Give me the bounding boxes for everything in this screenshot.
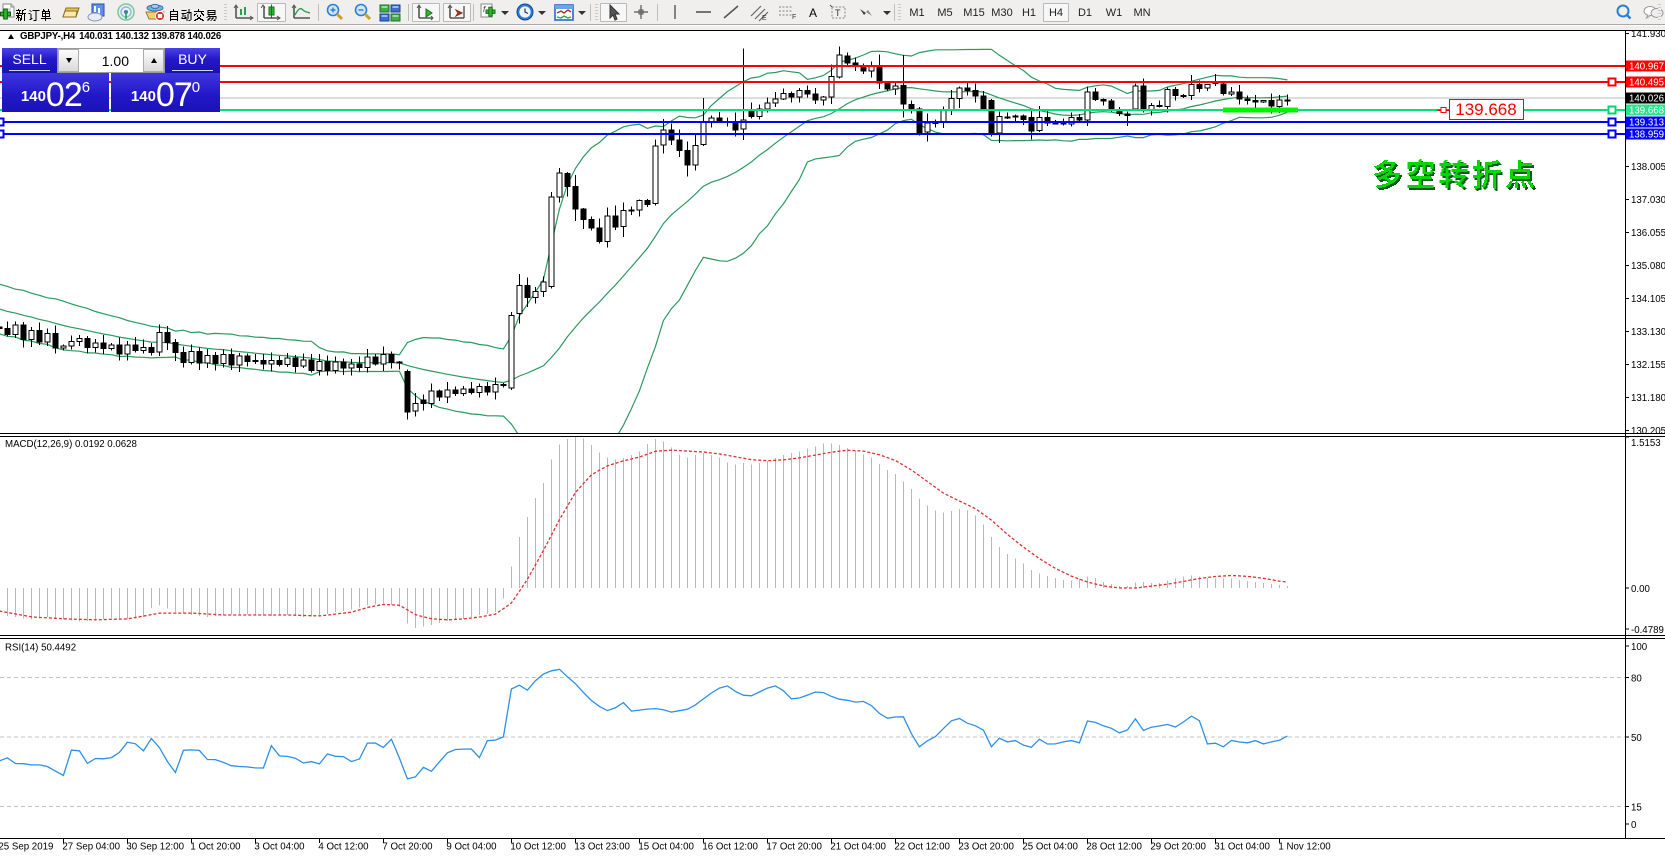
svg-text:22 Oct 12:00: 22 Oct 12:00 [894,842,950,853]
svg-text:135.080: 135.080 [1631,261,1665,272]
svg-text:E: E [762,15,767,22]
svg-text:131.180: 131.180 [1631,393,1665,404]
svg-text:0: 0 [1631,820,1637,831]
svg-text:0.00: 0.00 [1631,584,1650,595]
svg-text:28 Oct 12:00: 28 Oct 12:00 [1086,842,1142,853]
svg-text:138.959: 138.959 [1629,130,1664,141]
svg-text:9 Oct 04:00: 9 Oct 04:00 [446,842,497,853]
svg-text:25 Oct 04:00: 25 Oct 04:00 [1022,842,1078,853]
svg-text:25 Sep 2019: 25 Sep 2019 [0,842,53,853]
svg-text:139.668: 139.668 [1455,100,1516,119]
svg-text:31 Oct 04:00: 31 Oct 04:00 [1214,842,1270,853]
svg-text:15: 15 [1631,803,1642,814]
svg-text:10 Oct 12:00: 10 Oct 12:00 [510,842,566,853]
svg-text:F: F [792,14,796,21]
svg-text:1.5153: 1.5153 [1631,438,1661,449]
svg-text:80: 80 [1631,673,1642,684]
svg-text:1 Nov 12:00: 1 Nov 12:00 [1278,842,1331,853]
svg-text:23 Oct 20:00: 23 Oct 20:00 [958,842,1014,853]
svg-text:136.055: 136.055 [1631,228,1665,239]
svg-text:141.930: 141.930 [1631,31,1665,40]
svg-text:27 Sep 04:00: 27 Sep 04:00 [62,842,120,853]
svg-text:T: T [835,8,841,18]
svg-text:140.026: 140.026 [1629,94,1664,105]
svg-text:13 Oct 23:00: 13 Oct 23:00 [574,842,630,853]
svg-text:139.668: 139.668 [1629,106,1664,117]
svg-text:17 Oct 20:00: 17 Oct 20:00 [766,842,822,853]
svg-text:-0.4789: -0.4789 [1631,625,1664,636]
svg-text:133.130: 133.130 [1631,327,1665,338]
svg-text:140.495: 140.495 [1629,78,1664,89]
svg-text:29 Oct 20:00: 29 Oct 20:00 [1150,842,1206,853]
svg-text:f: f [483,5,486,14]
svg-text:140.967: 140.967 [1629,62,1664,73]
svg-text:7 Oct 20:00: 7 Oct 20:00 [382,842,433,853]
svg-text:16 Oct 12:00: 16 Oct 12:00 [702,842,758,853]
svg-text:138.005: 138.005 [1631,162,1665,173]
svg-text:3 Oct 04:00: 3 Oct 04:00 [254,842,305,853]
svg-text:134.105: 134.105 [1631,294,1665,305]
svg-text:137.030: 137.030 [1631,195,1665,206]
svg-text:RSI(14) 50.4492: RSI(14) 50.4492 [5,643,76,654]
svg-text:1 Oct 20:00: 1 Oct 20:00 [190,842,241,853]
svg-text:139.313: 139.313 [1629,118,1664,129]
svg-text:130.205: 130.205 [1631,426,1665,437]
svg-text:50: 50 [1631,733,1642,744]
svg-text:132.155: 132.155 [1631,360,1665,371]
svg-text:30 Sep 12:00: 30 Sep 12:00 [126,842,184,853]
svg-text:MACD(12,26,9) 0.0192 0.0628: MACD(12,26,9) 0.0192 0.0628 [5,439,137,450]
svg-text:21 Oct 04:00: 21 Oct 04:00 [830,842,886,853]
svg-text:100: 100 [1631,642,1648,653]
svg-text:15 Oct 04:00: 15 Oct 04:00 [638,842,694,853]
svg-text:4 Oct 12:00: 4 Oct 12:00 [318,842,369,853]
